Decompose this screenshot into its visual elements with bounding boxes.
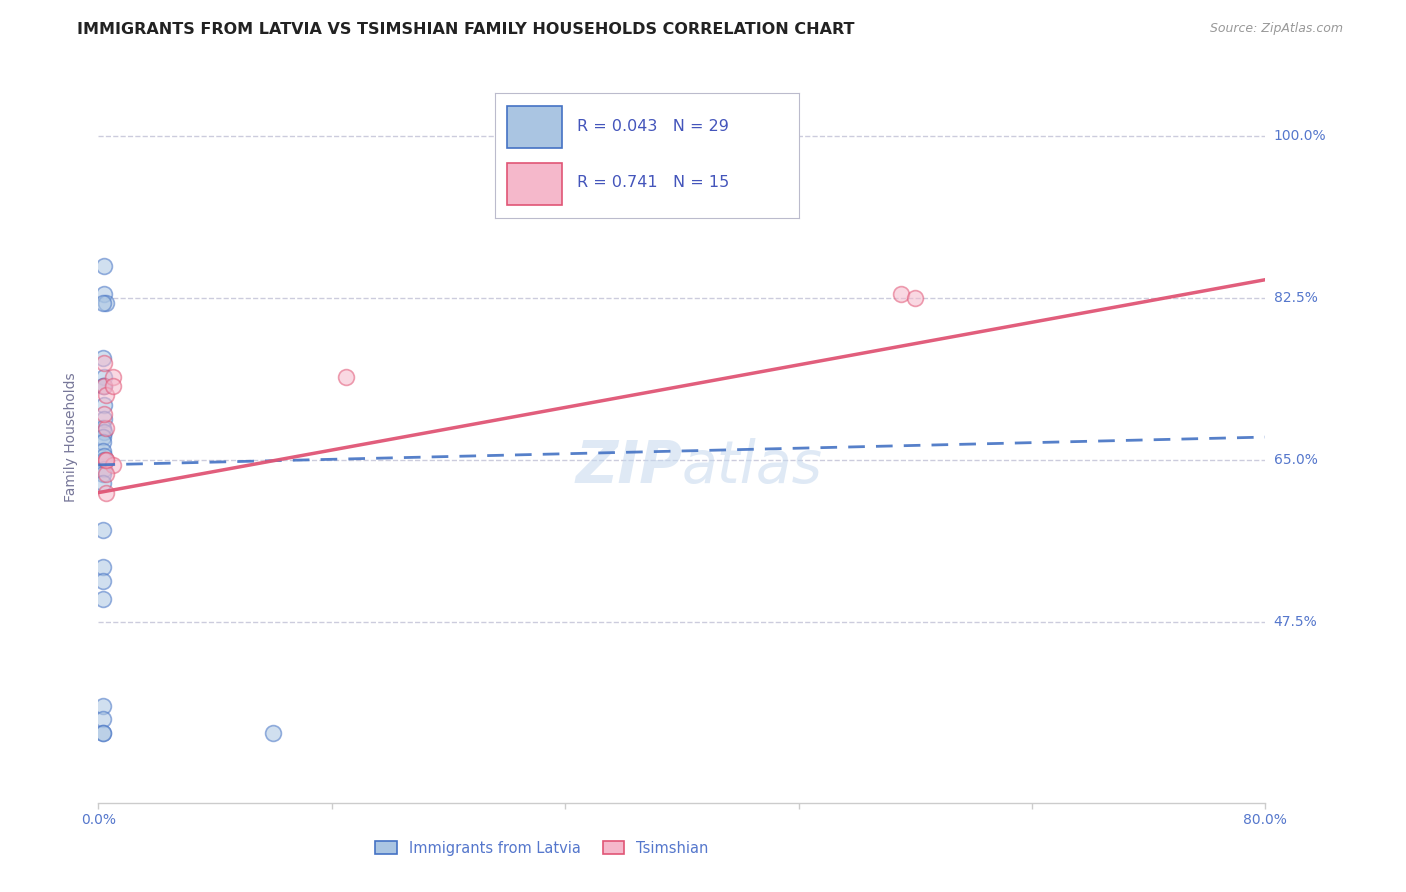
Point [101, 458, 124, 472]
Point [93, 407, 115, 421]
Text: 82.5%: 82.5% [1274, 291, 1317, 305]
Point [101, 370, 124, 384]
Text: 65.0%: 65.0% [1274, 453, 1317, 467]
Point [93, 379, 115, 393]
Point [93, 453, 115, 467]
Point [94, 485, 117, 500]
Point [91, 592, 114, 607]
Point [91, 421, 114, 435]
Point [262, 726, 284, 740]
Point [335, 370, 357, 384]
Point [91, 574, 114, 588]
Point [904, 291, 927, 305]
Point [93, 411, 115, 425]
Point [91, 467, 114, 482]
Point [93, 449, 115, 463]
Point [91, 698, 114, 713]
Point [93, 356, 115, 370]
Text: IMMIGRANTS FROM LATVIA VS TSIMSHIAN FAMILY HOUSEHOLDS CORRELATION CHART: IMMIGRANTS FROM LATVIA VS TSIMSHIAN FAMI… [77, 22, 855, 37]
Point [93, 259, 115, 273]
Point [91, 523, 114, 537]
Point [93, 425, 115, 440]
Point [93, 370, 115, 384]
Point [94, 467, 117, 482]
Point [94, 421, 117, 435]
Point [91, 379, 114, 393]
Point [94, 388, 117, 402]
Point [101, 379, 124, 393]
Point [94, 453, 117, 467]
Point [890, 286, 912, 301]
Point [91, 726, 114, 740]
Y-axis label: Family Households: Family Households [63, 372, 77, 502]
Point [91, 476, 114, 491]
Point [93, 398, 115, 412]
Point [91, 713, 114, 727]
Point [91, 444, 114, 458]
Point [91, 430, 114, 444]
Point [91, 351, 114, 366]
Point [91, 559, 114, 574]
Point [93, 379, 115, 393]
Text: atlas: atlas [682, 438, 823, 495]
Point [94, 453, 117, 467]
Point [91, 295, 114, 310]
Legend: Immigrants from Latvia, Tsimshian: Immigrants from Latvia, Tsimshian [370, 835, 714, 862]
Point [93, 286, 115, 301]
Point [94, 295, 117, 310]
Text: Source: ZipAtlas.com: Source: ZipAtlas.com [1209, 22, 1343, 36]
Point [91, 434, 114, 449]
Text: 100.0%: 100.0% [1274, 129, 1326, 144]
Text: ZIP: ZIP [575, 438, 682, 495]
Point [93, 462, 115, 476]
Text: 47.5%: 47.5% [1274, 615, 1317, 629]
Point [91, 726, 114, 740]
